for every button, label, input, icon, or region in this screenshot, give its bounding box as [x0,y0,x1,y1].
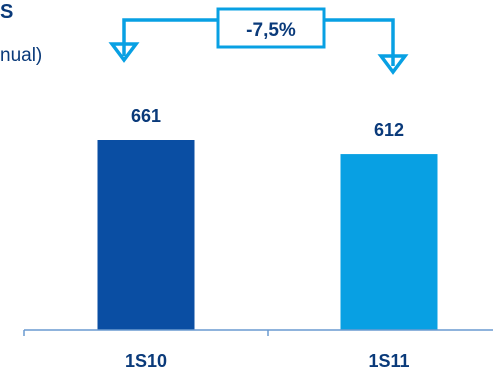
x-tick-label: 1S10 [125,351,167,371]
change-percent-label: -7,5% [246,20,296,41]
arrow-down-right-icon [377,54,409,75]
chart-title-fragment: S [0,1,14,23]
change-annotation: -7,5% [108,7,409,75]
chart-subtitle-fragment: nual) [0,45,43,66]
value-labels-group: 661 612 [131,106,404,140]
bar-1S11 [340,154,438,330]
x-tick-labels: 1S10 1S11 [125,351,410,371]
arrow-down-left-icon [108,42,140,63]
bar-1S10 [97,140,195,330]
change-box [216,7,326,49]
x-tick-label: 1S11 [368,351,409,371]
x-axis [23,329,493,336]
bars-group [97,140,438,330]
value-label: 661 [131,106,161,126]
value-label: 612 [374,120,404,140]
